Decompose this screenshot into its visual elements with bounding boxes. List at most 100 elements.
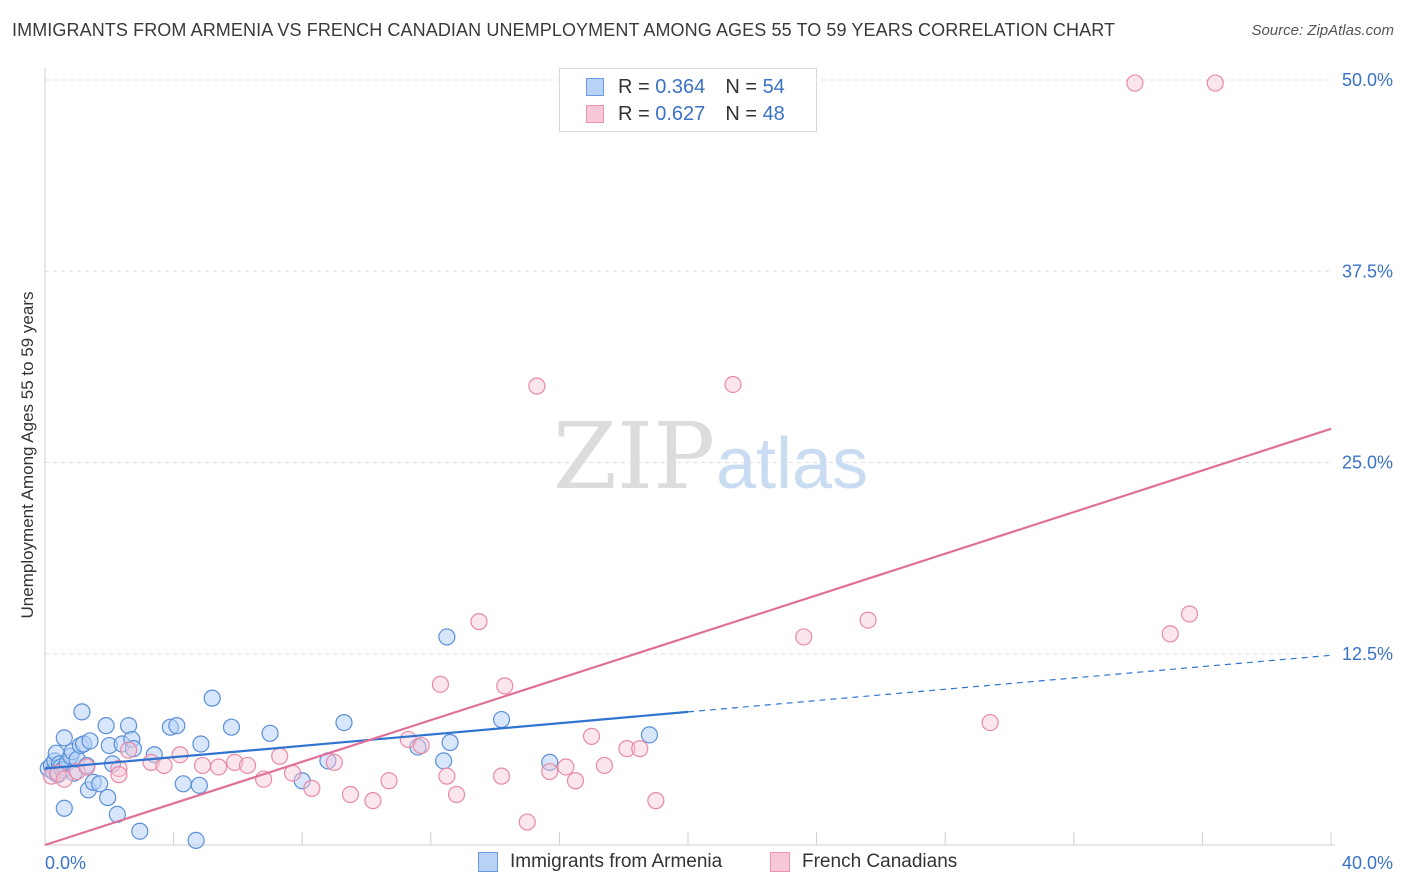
y-tick-label: 50.0% <box>1342 70 1393 90</box>
data-point-french <box>78 758 96 776</box>
data-point-french <box>193 756 212 775</box>
legend-swatch-french <box>770 852 790 872</box>
data-point-armenia <box>492 710 511 729</box>
data-point-french <box>557 758 575 776</box>
data-point-french <box>438 767 456 785</box>
data-point-french <box>1126 74 1144 92</box>
correlation-legend: R = 0.364 N = 54 R = 0.627 N = 48 <box>559 68 817 132</box>
legend-r-label: R = <box>618 75 650 98</box>
data-point-armenia <box>441 733 459 752</box>
data-point-armenia <box>261 724 279 742</box>
data-point-armenia <box>99 788 117 807</box>
data-point-french <box>582 727 601 745</box>
data-point-french <box>541 762 559 781</box>
trend-line-armenia-extension <box>687 654 1332 713</box>
data-point-french <box>49 764 67 782</box>
data-point-french <box>1180 605 1199 623</box>
data-point-french <box>412 736 430 755</box>
data-point-french <box>238 756 257 775</box>
data-point-french <box>528 377 546 395</box>
data-point-armenia <box>168 717 186 735</box>
watermark-zip: ZIP <box>553 403 715 510</box>
data-point-french <box>380 772 398 790</box>
x-tick-labels: 0.0% 40.0% <box>45 853 1393 873</box>
watermark-atlas: atlas <box>716 424 868 504</box>
data-point-french <box>518 813 536 831</box>
legend-swatch-armenia <box>478 852 498 872</box>
x-tick-label: 0.0% <box>45 853 86 873</box>
data-point-french <box>110 759 128 778</box>
legend-label-french: French Canadians <box>802 851 958 872</box>
legend-item-french: French Canadians <box>770 851 957 873</box>
chart-title: IMMIGRANTS FROM ARMENIA VS FRENCH CANADI… <box>12 20 1116 40</box>
data-point-armenia <box>640 726 659 744</box>
data-point-armenia <box>55 799 73 817</box>
data-point-french <box>271 747 289 765</box>
data-point-armenia <box>97 717 115 735</box>
legend-row-french: R = 0.627 N = 48 <box>586 101 785 127</box>
legend-item-armenia: Immigrants from Armenia <box>478 851 722 873</box>
y-tick-labels: 12.5% 25.0% 37.5% 50.0% <box>1342 70 1393 664</box>
y-tick-label: 37.5% <box>1342 261 1393 281</box>
data-point-french <box>226 753 244 771</box>
data-point-french <box>631 740 649 758</box>
data-point-french <box>981 713 999 732</box>
data-point-french <box>55 770 73 788</box>
data-point-french <box>470 613 488 631</box>
data-point-armenia <box>222 718 241 736</box>
series-french-points <box>42 74 1224 831</box>
data-point-french <box>447 785 466 804</box>
data-point-armenia <box>335 713 353 732</box>
data-point-french <box>341 785 360 804</box>
y-axis-title: Unemployment Among Ages 55 to 59 years <box>18 291 37 619</box>
data-point-french <box>1161 625 1179 643</box>
watermark: ZIP atlas <box>553 403 868 510</box>
data-point-french <box>647 792 665 810</box>
data-point-french <box>155 756 173 775</box>
data-point-french <box>210 758 228 776</box>
data-point-armenia <box>81 732 99 750</box>
data-point-french <box>364 792 382 810</box>
data-point-french <box>492 767 511 785</box>
data-point-armenia <box>91 775 109 793</box>
y-tick-label: 25.0% <box>1342 453 1393 473</box>
data-point-armenia <box>192 735 210 753</box>
trend-lines <box>44 427 1332 847</box>
data-point-armenia <box>438 628 456 646</box>
data-point-french <box>171 746 189 764</box>
y-tick-label: 12.5% <box>1342 644 1393 664</box>
legend-n-label: N = <box>725 75 757 98</box>
data-point-armenia <box>190 776 208 794</box>
legend-r-value: 0.364 <box>655 75 706 98</box>
data-point-french <box>1206 74 1224 92</box>
source-credit: Source: ZipAtlas.com <box>1251 22 1394 39</box>
data-point-armenia <box>203 689 221 707</box>
legend-swatch-armenia <box>586 78 604 96</box>
data-point-armenia <box>131 822 149 840</box>
data-point-french <box>431 675 450 693</box>
data-point-armenia <box>435 752 453 770</box>
x-axis-ticks <box>44 832 1332 845</box>
grid-lines <box>45 79 1331 655</box>
legend-n-value: 48 <box>762 102 785 125</box>
legend-row-armenia: R = 0.364 N = 54 <box>586 74 785 100</box>
data-point-armenia <box>174 775 192 793</box>
data-point-french <box>724 375 742 394</box>
data-point-french <box>325 753 343 771</box>
data-point-armenia <box>187 831 205 850</box>
data-point-french <box>795 628 813 646</box>
series-legend: Immigrants from Armenia French Canadians <box>0 851 1406 877</box>
legend-r-label: R = <box>618 102 650 125</box>
legend-n-label: N = <box>725 102 757 125</box>
data-point-armenia <box>73 703 91 721</box>
trend-line-french <box>44 427 1332 847</box>
legend-label-armenia: Immigrants from Armenia <box>510 851 723 872</box>
data-point-french <box>496 677 514 695</box>
data-point-french <box>859 611 877 629</box>
data-point-french <box>618 740 636 758</box>
data-point-french <box>303 779 321 797</box>
data-point-french <box>595 756 614 775</box>
data-point-armenia <box>541 753 559 771</box>
data-point-french <box>68 762 86 781</box>
